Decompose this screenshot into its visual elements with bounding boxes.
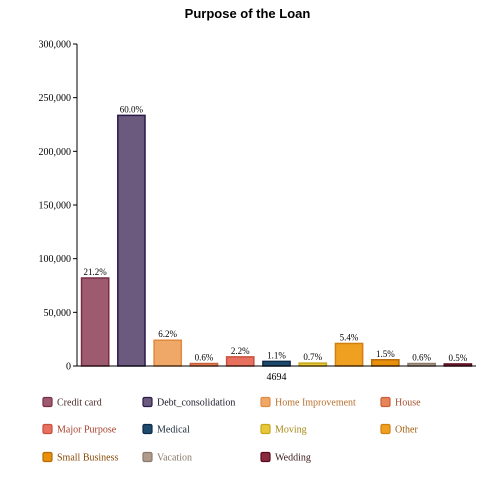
legend-item-home-improvement[interactable]: Home Improvement — [260, 396, 356, 409]
legend-item-other[interactable]: Other — [380, 423, 418, 436]
y-tick-label: 250,000 — [39, 93, 72, 104]
bars — [80, 114, 473, 367]
y-axis: 0 50,000 100,000 150,000 200,000 250,000 300,0… — [39, 40, 78, 373]
legend-swatch — [260, 423, 271, 435]
y-tick-label: 100,000 — [39, 254, 72, 265]
legend-item-debt-consolidation[interactable]: Debt_consolidation — [142, 396, 235, 409]
bar-debt-consolidation[interactable] — [117, 114, 146, 367]
legend-item-small-business[interactable]: Small Business — [42, 451, 119, 464]
bar-labels: 21.2% 60.0% 6.2% 0.6% 2.2% 1.1% 0.7% 5.4% 1.5% 0.… — [84, 104, 468, 363]
bar-value-label: 5.4% — [340, 332, 359, 342]
legend-item-moving[interactable]: Moving — [260, 423, 307, 436]
x-axis: 4694 — [77, 365, 476, 383]
legend-swatch — [142, 451, 153, 463]
bar-small-business[interactable] — [370, 359, 400, 367]
legend-swatch — [142, 396, 153, 408]
legend-swatch — [142, 423, 153, 435]
bar-value-label: 1.1% — [267, 350, 286, 360]
legend-swatch — [380, 423, 391, 435]
legend-item-medical[interactable]: Medical — [142, 423, 190, 436]
legend-label: Vacation — [157, 453, 192, 464]
legend-swatch — [42, 396, 53, 408]
bar-credit-card[interactable] — [80, 277, 110, 367]
legend-swatch — [42, 423, 53, 435]
bar-value-label: 6.2% — [158, 329, 177, 339]
legend-item-major-purpose[interactable]: Major Purpose — [42, 423, 117, 436]
legend-swatch — [42, 451, 53, 463]
bar-value-label: 1.5% — [376, 349, 395, 359]
bar-value-label: 0.6% — [412, 353, 431, 363]
legend-swatch — [260, 451, 271, 463]
legend-label: Wedding — [275, 453, 311, 464]
legend-item-vacation[interactable]: Vacation — [142, 451, 192, 464]
bar-value-label: 0.7% — [303, 352, 322, 362]
y-tick-label: 200,000 — [39, 147, 72, 158]
y-tick-label: 0 — [66, 362, 71, 373]
bar-value-label: 0.5% — [448, 353, 467, 363]
legend-item-house[interactable]: House — [380, 396, 421, 409]
x-tick-label: 4694 — [267, 372, 287, 383]
y-tick-label: 300,000 — [39, 40, 72, 51]
legend-label: Medical — [157, 425, 190, 436]
bar-major-purpose[interactable] — [225, 356, 255, 367]
legend-label: Major Purpose — [57, 425, 117, 436]
legend-swatch — [260, 396, 271, 408]
legend-label: Debt_consolidation — [157, 398, 235, 409]
y-tick-label: 50,000 — [44, 308, 72, 319]
legend-label: Small Business — [57, 453, 119, 464]
legend-swatch — [380, 396, 391, 408]
legend-item-wedding[interactable]: Wedding — [260, 451, 311, 464]
legend-item-credit-card[interactable]: Credit card — [42, 396, 102, 409]
y-tick-label: 150,000 — [39, 201, 72, 212]
legend-label: Home Improvement — [275, 398, 356, 409]
legend-label: Other — [395, 425, 418, 436]
bar-value-label: 21.2% — [84, 267, 108, 277]
bar-value-label: 2.2% — [231, 346, 250, 356]
legend-label: Credit card — [57, 398, 102, 409]
chart-title: Purpose of the Loan — [184, 6, 311, 21]
legend: Credit card Debt_consolidation Home Improv… — [42, 396, 421, 464]
bar-value-label: 60.0% — [120, 104, 144, 114]
legend-label: House — [395, 398, 421, 409]
bar-value-label: 0.6% — [195, 353, 214, 363]
bar-medical[interactable] — [262, 360, 291, 367]
bar-home-improvement[interactable] — [153, 339, 183, 367]
legend-label: Moving — [275, 425, 307, 436]
bar-other[interactable] — [334, 342, 364, 367]
